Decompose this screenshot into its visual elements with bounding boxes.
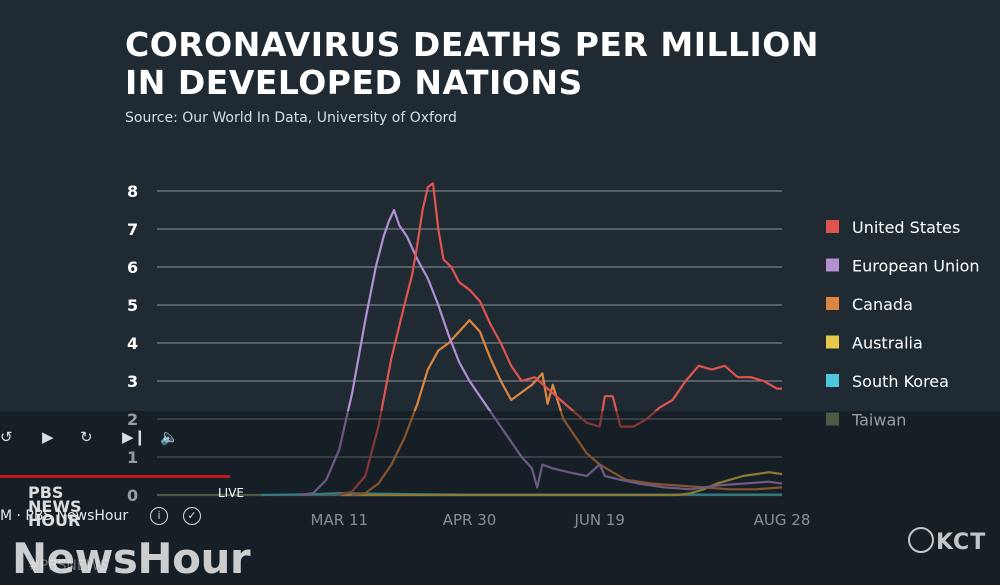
legend-swatch [826,258,839,272]
y-tick-label: 0 [127,486,138,505]
y-tick-label: 1 [127,448,138,467]
legend-swatch [826,220,839,233]
y-axis-ticks: 0 1 2 3 4 5 6 7 8 [127,182,138,505]
forward-15-icon[interactable]: ↻ [80,428,93,446]
replay-10-icon[interactable]: ↺ [0,428,13,446]
pbs-logo-small: PBS NEWS HOUR [28,483,82,530]
legend-label: South Korea [852,372,949,391]
legend-label: United States [852,218,960,237]
y-tick-label: 4 [127,334,138,353]
y-tick-label: 3 [127,372,138,391]
hour-text: HOUR [28,511,81,530]
player-controls: ↺ ▶ ↻ ▶❙ 🔈 [0,428,200,458]
next-icon[interactable]: ▶❙ [122,428,147,446]
volume-icon[interactable]: 🔈 [160,428,179,446]
play-icon[interactable]: ▶ [42,428,54,446]
legend-label: European Union [852,257,980,276]
series-lines [157,182,783,497]
y-tick-label: 8 [127,182,138,201]
progress-bar[interactable] [0,475,230,478]
video-player-overlay [0,411,1000,585]
newshour-watermark: NewsHour [12,534,251,583]
y-tick-label: 5 [127,296,138,315]
hashtag-watermark: #PBSNEWS [28,558,109,574]
series-line-australia [339,471,783,497]
x-tick-label: MAR 11 [311,511,368,529]
legend-label: Australia [852,334,923,353]
legend-swatch [826,335,839,349]
live-label: LIVE [218,486,245,500]
legend-swatch [826,412,839,426]
x-tick-label: AUG 28 [754,511,811,529]
check-icon[interactable]: ✓ [183,507,201,525]
series-line-canada [352,319,783,497]
x-tick-label: JUN 19 [573,511,624,529]
legend-label: Taiwan [851,411,906,430]
station-watermark: KCT [908,527,986,555]
series-line-united-states [338,182,782,497]
pbs-text: PBS [28,483,64,502]
x-tick-label: APR 30 [443,511,497,529]
y-tick-label: 2 [127,410,138,429]
chart-title-line2: IN DEVELOPED NATIONS [125,63,583,102]
station-text: KCT [936,530,987,555]
legend-label: Canada [852,295,913,314]
chart-title: CORONAVIRUS DEATHS PER MILLION IN DEVELO… [125,26,825,102]
legend-swatch [826,297,839,310]
news-text: NEWS [28,497,82,516]
pbs-station-logo-icon [908,527,934,553]
chart-subtitle: Source: Our World In Data, University of… [125,110,457,126]
y-tick-label: 6 [127,258,138,277]
legend: United States European Union Canada Austral… [826,218,980,430]
channel-label[interactable]: M · PBS NewsHour [0,508,129,524]
chart-title-line1: CORONAVIRUS DEATHS PER MILLION [125,25,819,64]
x-axis-ticks: MAR 11 APR 30 JUN 19 AUG 28 [311,511,811,529]
info-icon[interactable]: i [150,507,168,525]
legend-swatch [826,374,839,387]
series-line-european-union [300,208,783,497]
y-tick-label: 7 [127,220,138,239]
